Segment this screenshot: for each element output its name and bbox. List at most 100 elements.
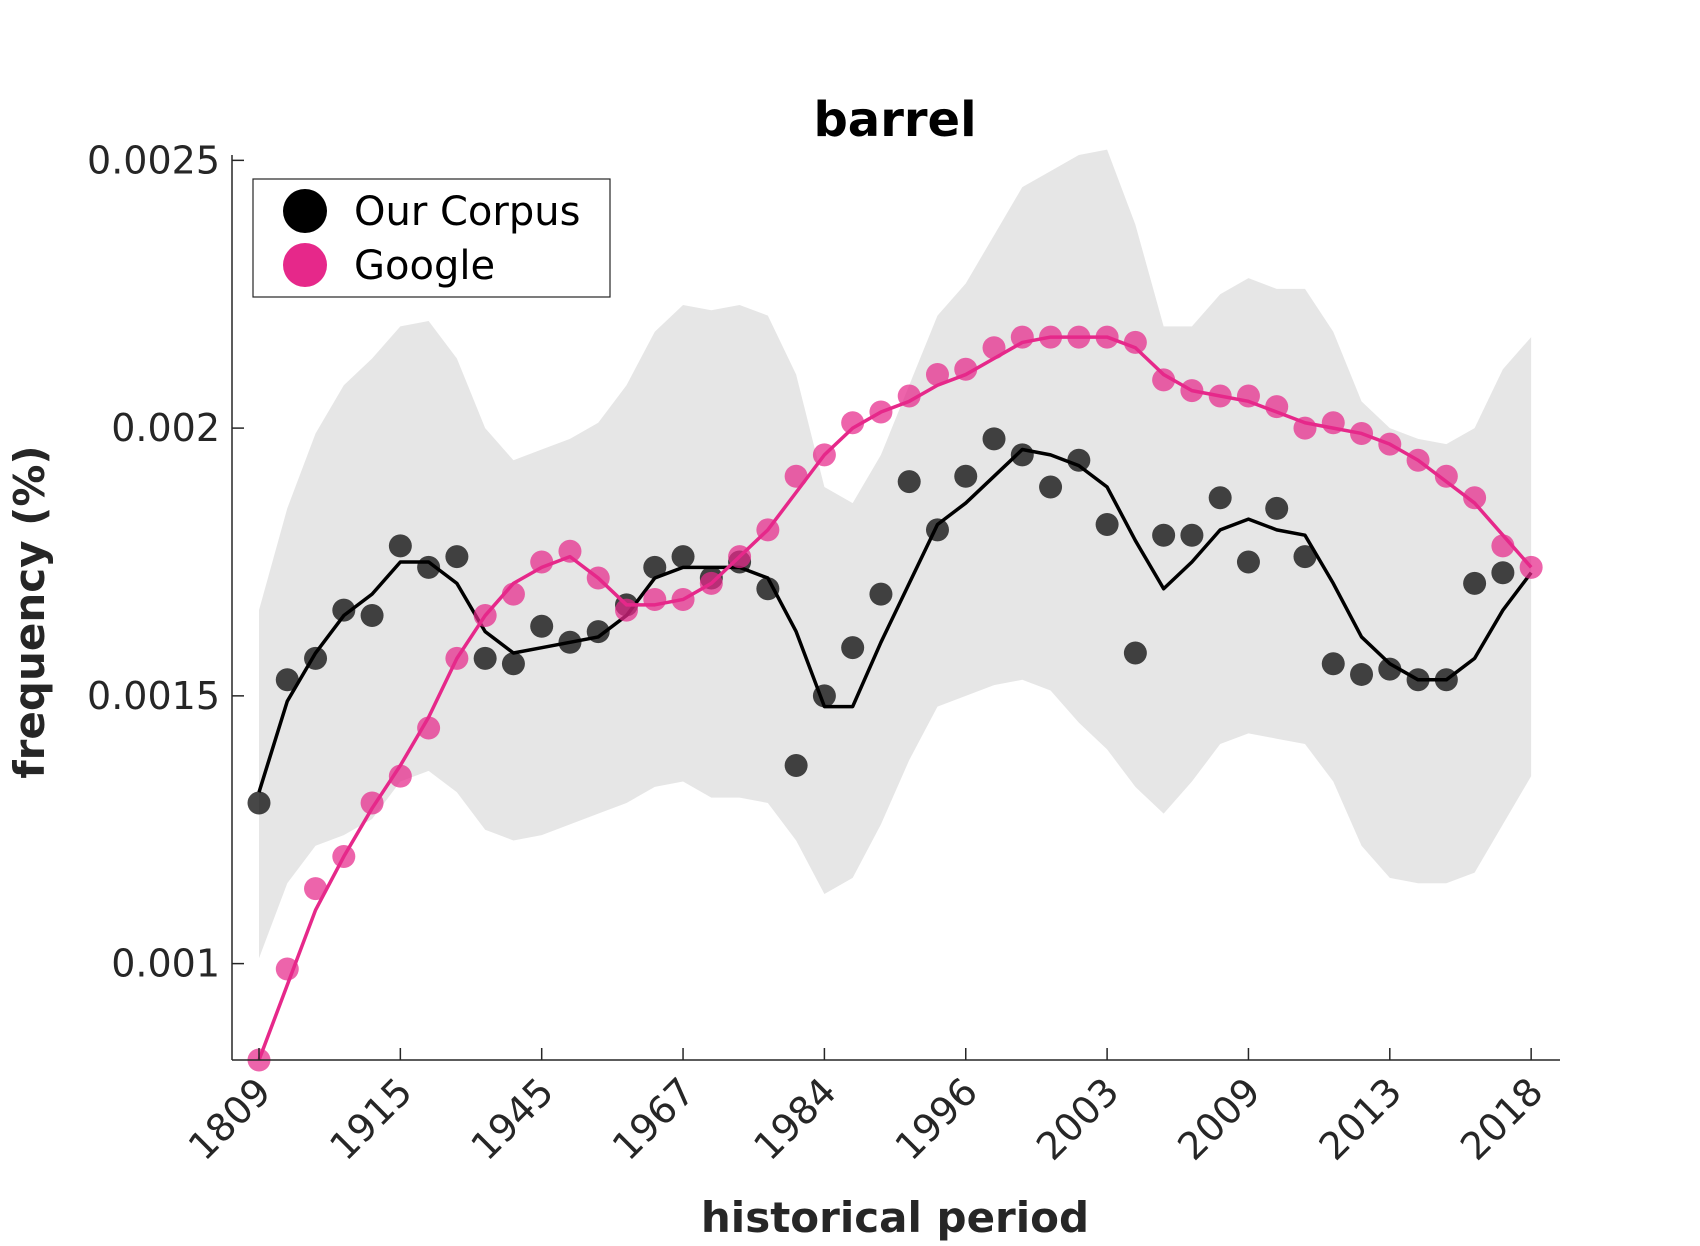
x-axis-label: historical period	[701, 1193, 1089, 1242]
data-point-our-corpus	[417, 555, 441, 579]
data-point-our-corpus	[1265, 496, 1289, 520]
x-tick-label: 1996	[887, 1069, 987, 1169]
data-point-our-corpus	[586, 620, 610, 644]
data-point-our-corpus	[1039, 475, 1063, 499]
data-point-our-corpus	[643, 555, 667, 579]
data-point-google	[1095, 325, 1119, 349]
data-point-google	[1067, 325, 1091, 349]
data-point-our-corpus	[558, 630, 582, 654]
legend: Our Corpus Google	[252, 178, 611, 298]
trend-line-google	[257, 335, 1533, 1061]
data-point-google	[332, 845, 356, 869]
data-point-google	[1434, 464, 1458, 488]
data-point-google	[671, 587, 695, 611]
data-point-google	[784, 464, 808, 488]
data-point-our-corpus	[1123, 641, 1147, 665]
data-point-google	[982, 336, 1006, 360]
data-point-our-corpus	[445, 545, 469, 569]
data-point-google	[501, 582, 525, 606]
x-tick-label: 1967	[604, 1069, 704, 1169]
data-point-google	[1378, 432, 1402, 456]
data-point-our-corpus	[1406, 668, 1430, 692]
x-tick-label: 1945	[463, 1069, 563, 1169]
data-point-our-corpus	[332, 598, 356, 622]
data-point-our-corpus	[756, 577, 780, 601]
x-tick-label: 1809	[180, 1069, 280, 1169]
data-point-google	[417, 716, 441, 740]
x-tick-label: 2003	[1028, 1069, 1128, 1169]
data-point-our-corpus	[388, 534, 412, 558]
data-point-our-corpus	[982, 427, 1006, 451]
legend-label-our-corpus: Our Corpus	[354, 189, 580, 235]
confidence-band	[259, 149, 1532, 959]
data-point-google	[1265, 395, 1289, 419]
y-tick-label: 0.0025	[87, 138, 220, 182]
x-tick-label: 2013	[1311, 1069, 1411, 1169]
data-point-google	[1180, 379, 1204, 403]
data-point-google	[897, 384, 921, 408]
x-tick-label: 2018	[1452, 1069, 1552, 1169]
x-tick-label: 1915	[321, 1069, 421, 1169]
data-point-our-corpus	[275, 668, 299, 692]
data-point-google	[1519, 555, 1543, 579]
data-point-google	[1350, 421, 1374, 445]
legend-marker-our-corpus	[283, 189, 327, 233]
data-point-google	[1293, 416, 1317, 440]
data-point-google	[699, 571, 723, 595]
data-point-google	[1236, 384, 1260, 408]
data-point-our-corpus	[501, 652, 525, 676]
data-point-our-corpus	[925, 518, 949, 542]
y-tick-label: 0.002	[111, 406, 220, 450]
data-point-google	[1406, 448, 1430, 472]
data-point-google	[1208, 384, 1232, 408]
legend-marker-google	[283, 243, 327, 287]
data-point-google	[841, 411, 865, 435]
data-point-google	[304, 877, 328, 901]
data-point-google	[756, 518, 780, 542]
data-point-our-corpus	[897, 470, 921, 494]
data-point-google	[275, 957, 299, 981]
data-point-google	[1491, 534, 1515, 558]
data-point-google	[615, 598, 639, 622]
data-point-our-corpus	[1236, 550, 1260, 574]
data-point-google	[1321, 411, 1345, 435]
data-point-our-corpus	[530, 614, 554, 638]
data-point-our-corpus	[784, 753, 808, 777]
data-point-our-corpus	[1010, 443, 1034, 467]
data-point-google	[445, 646, 469, 670]
data-point-google	[473, 604, 497, 628]
y-axis-label: frequency (%)	[5, 445, 54, 778]
data-point-google	[728, 545, 752, 569]
x-tick-label: 2009	[1169, 1069, 1269, 1169]
data-point-our-corpus	[1378, 657, 1402, 681]
data-point-our-corpus	[812, 684, 836, 708]
data-point-our-corpus	[247, 791, 271, 815]
data-point-google	[812, 443, 836, 467]
data-point-google	[558, 539, 582, 563]
data-point-our-corpus	[1067, 448, 1091, 472]
data-point-our-corpus	[1208, 486, 1232, 510]
data-point-our-corpus	[473, 646, 497, 670]
y-tick-label: 0.0015	[87, 674, 220, 718]
data-point-our-corpus	[1095, 512, 1119, 536]
data-point-our-corpus	[1491, 561, 1515, 585]
data-point-google	[388, 764, 412, 788]
data-point-google	[1152, 368, 1176, 392]
data-point-our-corpus	[1434, 668, 1458, 692]
data-point-our-corpus	[1293, 545, 1317, 569]
data-point-our-corpus	[671, 545, 695, 569]
chart-title: barrel	[813, 92, 976, 148]
data-point-our-corpus	[869, 582, 893, 606]
data-point-google	[643, 587, 667, 611]
data-point-our-corpus	[1350, 662, 1374, 686]
data-point-google	[586, 566, 610, 590]
legend-label-google: Google	[354, 243, 495, 289]
data-point-google	[1463, 486, 1487, 510]
data-point-our-corpus	[1152, 523, 1176, 547]
data-point-our-corpus	[1321, 652, 1345, 676]
plot-area	[247, 149, 1543, 1072]
data-point-google	[1039, 325, 1063, 349]
data-point-our-corpus	[1180, 523, 1204, 547]
data-point-google	[1010, 325, 1034, 349]
